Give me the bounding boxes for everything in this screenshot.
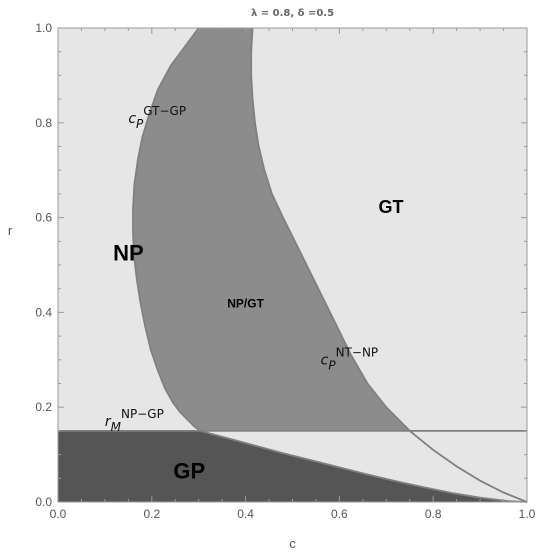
y-tick-label: 0.0 (35, 495, 52, 509)
y-tick-label: 1.0 (35, 21, 52, 35)
region-label-np-gt: NP/GT (227, 297, 264, 311)
x-axis-label: c (289, 536, 296, 551)
region-label-gt: GT (378, 197, 403, 217)
region-np-gt (133, 28, 410, 431)
curve-label: rMNP−GP (105, 407, 164, 434)
plot-area: NP GT NP/GT GP cPGT−GP cPNT−NP rMNP−GP (58, 27, 528, 503)
y-axis-label: r (8, 223, 13, 238)
axes: 0.0 0.2 0.4 0.6 0.8 1.0 0.0 0.2 0.4 0.6 0.8 1.0 (35, 21, 535, 521)
y-tick-label: 0.4 (35, 305, 52, 319)
region-label-np: NP (113, 240, 144, 265)
curve-label: cPGT−GP (128, 104, 186, 131)
x-tick-label: 0.0 (50, 507, 67, 521)
chart-title: λ = 0.8, δ =0.5 (251, 8, 334, 19)
x-tick-label: 0.8 (425, 507, 442, 521)
region-label-gp: GP (173, 458, 205, 483)
curve-label: cPNT−NP (321, 346, 379, 373)
curve-4 (199, 430, 528, 503)
x-tick-label: 1.0 (519, 507, 536, 521)
x-tick-label: 0.6 (331, 507, 348, 521)
y-tick-label: 0.6 (35, 211, 52, 225)
y-tick-label: 0.8 (35, 116, 52, 130)
curve-2 (250, 27, 528, 503)
y-tick-label: 0.2 (35, 400, 52, 414)
x-tick-label: 0.4 (237, 507, 254, 521)
curve-1 (132, 27, 201, 432)
x-tick-label: 0.2 (143, 507, 160, 521)
